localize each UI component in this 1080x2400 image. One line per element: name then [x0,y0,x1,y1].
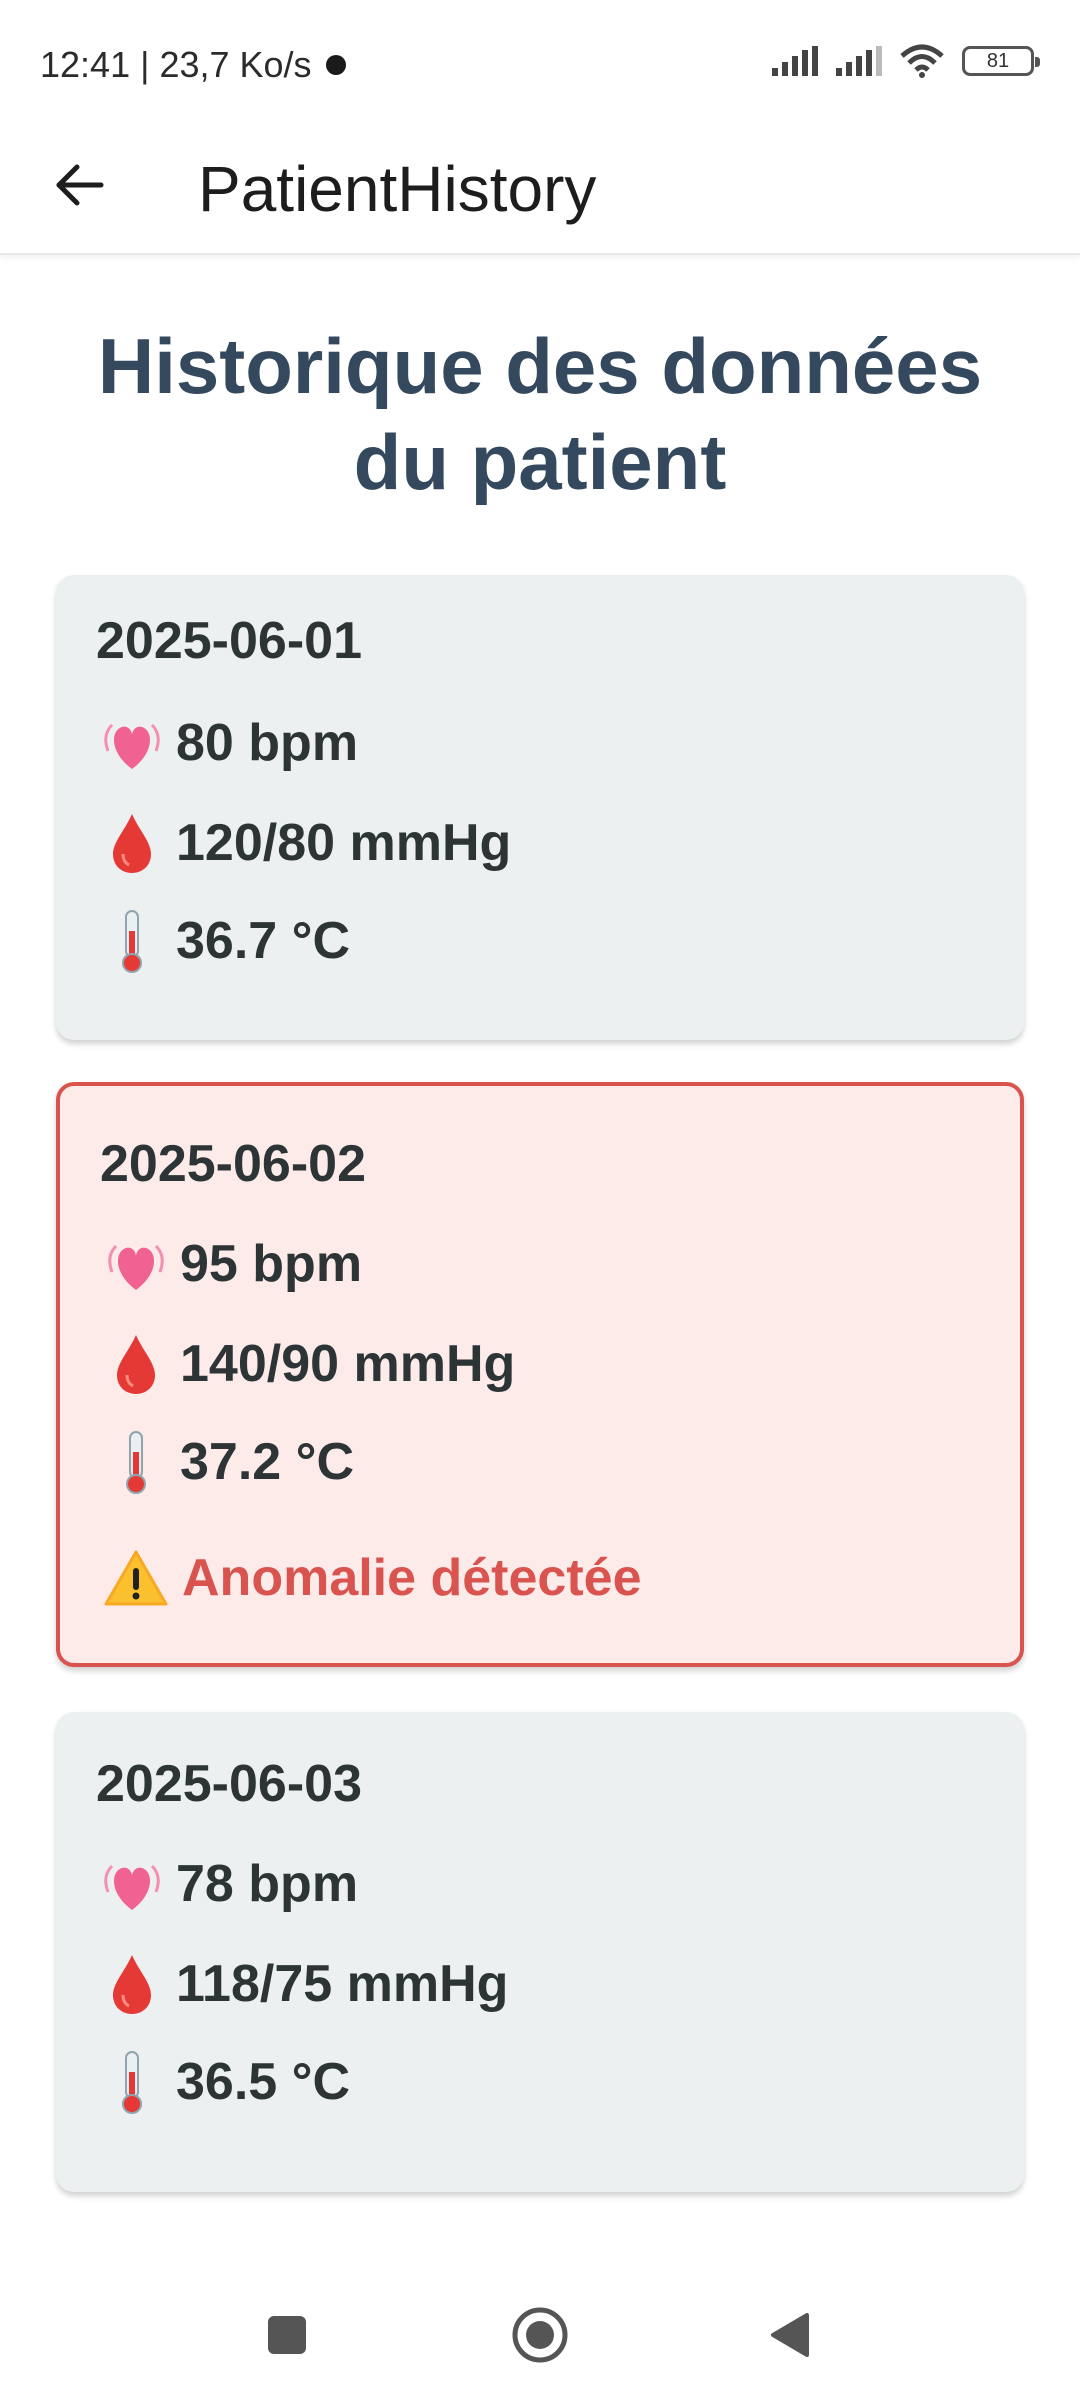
triangle-back-icon [771,2313,809,2357]
back-button[interactable] [44,150,114,220]
temperature-row: 37.2 °C [100,1426,354,1498]
temperature-row: 36.5 °C [96,2046,350,2118]
anomaly-alert: Anomalie détectée [100,1542,642,1614]
temperature-value: 36.7 °C [176,912,351,970]
status-time-speed: 12:41 | 23,7 Ko/s [40,44,346,86]
heart-rate-row: 80 bpm [96,707,358,779]
status-time-text: 12:41 | 23,7 Ko/s [40,44,312,85]
record-date: 2025-06-02 [100,1135,366,1193]
system-nav-bar [0,2270,1080,2400]
blood-drop-icon [100,1328,172,1400]
heart-rate-row: 78 bpm [96,1848,358,1920]
square-icon [268,2316,306,2354]
blood-pressure-row: 118/75 mmHg [96,1948,508,2020]
blood-pressure-value: 118/75 mmHg [176,1955,509,2013]
status-bar: 12:41 | 23,7 Ko/s 81 [0,0,1080,130]
battery-icon: 81 [962,46,1040,76]
recents-button[interactable] [252,2300,322,2370]
blood-pressure-row: 140/90 mmHg [100,1328,515,1400]
heart-rate-value: 80 bpm [176,714,359,772]
heart-rate-value: 78 bpm [176,1855,359,1913]
blood-drop-icon [96,807,168,879]
circle-icon [512,2307,568,2363]
signal-icon [772,46,818,76]
heart-icon [100,1228,172,1300]
back-nav-button[interactable] [754,2300,824,2370]
arrow-left-icon [56,164,104,206]
status-indicators: 81 [770,44,1040,78]
record-date: 2025-06-03 [96,1755,362,1813]
record-card-3: 2025-06-03 78 bpm 118/75 mmHg [56,1712,1024,2192]
anomaly-text: Anomalie détectée [182,1549,642,1607]
wifi-icon [900,44,944,78]
heart-icon [96,707,168,779]
temperature-value: 37.2 °C [180,1433,355,1491]
battery-level: 81 [986,49,1010,72]
home-button[interactable] [505,2300,575,2370]
thermometer-icon [96,2046,168,2118]
temperature-value: 36.5 °C [176,2053,351,2111]
thermometer-icon [100,1426,172,1498]
app-bar: PatientHistory [0,130,1080,255]
heart-icon [96,1848,168,1920]
blood-pressure-row: 120/80 mmHg [96,807,511,879]
page-heading: Historique des données du patient [97,322,983,506]
notification-icon [325,55,346,75]
app-title: PatientHistory [198,153,597,225]
signal-icon-2 [836,46,882,76]
blood-drop-icon [96,1948,168,2020]
heart-rate-row: 95 bpm [100,1228,362,1300]
record-card-2: 2025-06-02 95 bpm 140/90 mmHg [56,1082,1024,1667]
blood-pressure-value: 140/90 mmHg [180,1335,516,1393]
blood-pressure-value: 120/80 mmHg [176,814,512,872]
record-card-1: 2025-06-01 80 bpm 120/80 mmHg [56,575,1024,1040]
thermometer-icon [96,905,168,977]
warning-icon [100,1542,172,1614]
heart-rate-value: 95 bpm [180,1235,363,1293]
temperature-row: 36.7 °C [96,905,350,977]
record-date: 2025-06-01 [96,612,362,670]
